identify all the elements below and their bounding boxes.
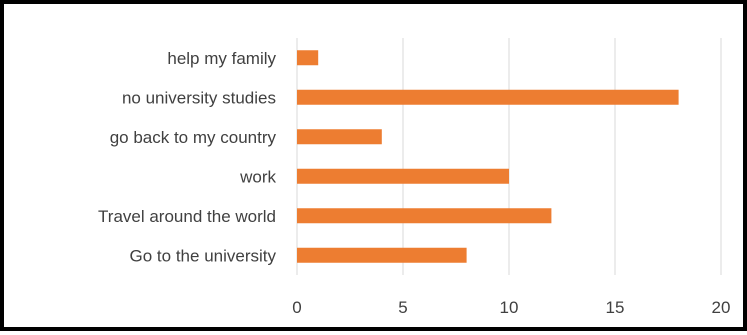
category-label: no university studies bbox=[122, 88, 276, 107]
x-tick-label: 0 bbox=[292, 298, 301, 317]
bar bbox=[297, 89, 679, 105]
x-tick-label: 15 bbox=[606, 298, 625, 317]
x-tick-label: 20 bbox=[712, 298, 731, 317]
bar bbox=[297, 168, 509, 184]
x-tick-label: 10 bbox=[500, 298, 519, 317]
x-tick-labels: 0 5 10 15 20 bbox=[292, 298, 730, 317]
category-label: Travel around the world bbox=[98, 207, 276, 226]
gridlines bbox=[296, 38, 722, 275]
category-label: work bbox=[239, 167, 276, 186]
x-tick-label: 5 bbox=[398, 298, 407, 317]
category-labels: help my family no university studies go ba… bbox=[98, 49, 276, 266]
bar bbox=[297, 247, 467, 263]
bar-chart: help my family no university studies go ba… bbox=[98, 38, 730, 317]
bar bbox=[297, 208, 552, 224]
category-label: help my family bbox=[167, 49, 276, 68]
category-label: go back to my country bbox=[110, 128, 277, 147]
bars bbox=[297, 50, 679, 263]
bar bbox=[297, 50, 319, 66]
bar bbox=[297, 129, 382, 145]
category-label: Go to the university bbox=[130, 246, 277, 265]
